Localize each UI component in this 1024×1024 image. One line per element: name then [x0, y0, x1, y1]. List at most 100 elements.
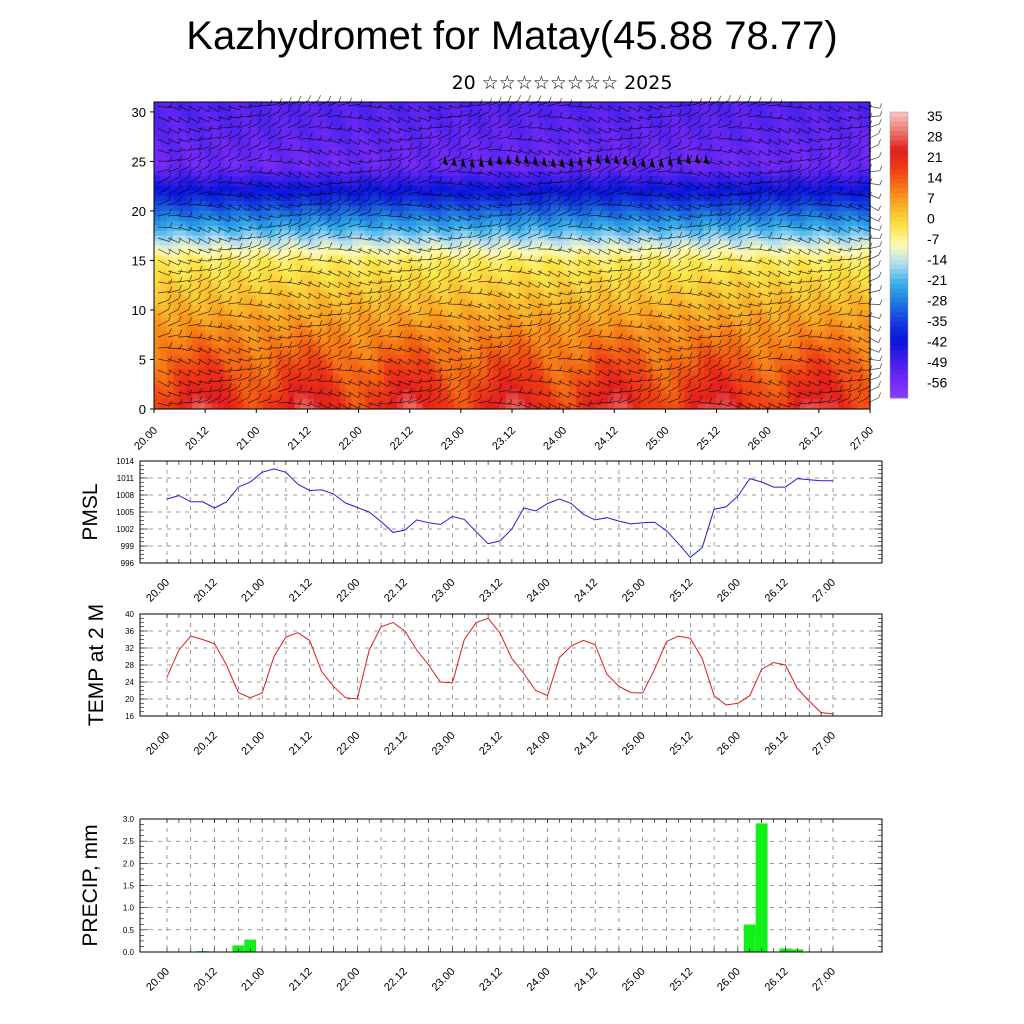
- heatmap-cell: [371, 196, 379, 202]
- heatmap-cell: [230, 319, 238, 326]
- heatmap-cell: [569, 235, 577, 242]
- heatmap-cell: [217, 314, 225, 321]
- heatmap-cell: [524, 111, 532, 118]
- heatmap-cell: [448, 220, 456, 227]
- heatmap-cell: [211, 176, 219, 182]
- heatmap-cell: [333, 255, 340, 262]
- heatmap-cell: [556, 295, 564, 301]
- heatmap-cell: [269, 191, 277, 197]
- heatmap-cell: [333, 225, 340, 232]
- heatmap-cell: [831, 141, 839, 148]
- heatmap-cell: [160, 166, 168, 172]
- heatmap-cell: [722, 161, 730, 167]
- heatmap-cell: [767, 220, 775, 227]
- heatmap-cell: [754, 265, 762, 271]
- heatmap-cell: [678, 131, 686, 138]
- heatmap-cell: [403, 126, 411, 133]
- heatmap-cell: [326, 314, 334, 321]
- heatmap-cell: [467, 106, 475, 113]
- heatmap-cell: [237, 240, 245, 247]
- heatmap-cell: [563, 255, 571, 262]
- heatmap-cell: [620, 191, 628, 197]
- heatmap-cell: [563, 280, 571, 286]
- heatmap-cell: [224, 146, 232, 153]
- heatmap-cell: [595, 102, 603, 108]
- heatmap-cell: [850, 181, 858, 187]
- heatmap-cell: [237, 205, 245, 212]
- heatmap-cell: [844, 166, 852, 172]
- heatmap-cell: [198, 141, 206, 148]
- heatmap-cell: [333, 240, 340, 247]
- heatmap-cell: [671, 280, 679, 286]
- heatmap-cell: [646, 141, 654, 148]
- heatmap-cell: [480, 319, 488, 326]
- heatmap-cell: [281, 126, 289, 133]
- heatmap-cell: [205, 196, 213, 202]
- heatmap-cell: [160, 309, 168, 316]
- heatmap-cell: [607, 121, 615, 128]
- heatmap-cell: [556, 196, 564, 202]
- heatmap-cell: [582, 314, 590, 321]
- heatmap-cell: [595, 285, 603, 291]
- heatmap-cell: [678, 220, 686, 227]
- heatmap-cell: [825, 131, 833, 138]
- heatmap-cell: [320, 314, 328, 321]
- heatmap-cell: [460, 111, 468, 118]
- heatmap-cell: [793, 295, 801, 301]
- heatmap-cell: [627, 161, 635, 167]
- heatmap-cell: [793, 300, 801, 306]
- heatmap-cell: [531, 210, 539, 217]
- heatmap-cell: [652, 151, 660, 158]
- heatmap-cell: [422, 166, 430, 172]
- heatmap-cell: [550, 156, 558, 163]
- heatmap-cell: [371, 260, 379, 266]
- heatmap-cell: [671, 131, 679, 138]
- heatmap-cell: [275, 161, 283, 167]
- heatmap-cell: [224, 186, 232, 192]
- heatmap-cell: [691, 201, 698, 207]
- heatmap-cell: [531, 106, 539, 113]
- heatmap-cell: [281, 186, 289, 192]
- heatmap-cell: [173, 181, 181, 187]
- heatmap-cell: [550, 225, 558, 232]
- heatmap-cell: [313, 210, 321, 217]
- heatmap-cell: [735, 260, 743, 266]
- heatmap-cell: [313, 309, 321, 316]
- heatmap-cell: [281, 131, 289, 138]
- heatmap-cell: [205, 111, 213, 118]
- heatmap-cell: [384, 201, 392, 207]
- heatmap-cell: [524, 275, 532, 281]
- heatmap-cell: [396, 201, 404, 207]
- heatmap-cell: [352, 265, 360, 271]
- heatmap-cell: [831, 295, 839, 301]
- heatmap-cell: [825, 141, 833, 148]
- heatmap-cell: [806, 215, 814, 222]
- heatmap-cell: [543, 240, 551, 247]
- heatmap-cell: [422, 220, 430, 227]
- heatmap-cell: [390, 191, 398, 197]
- heatmap-cell: [403, 141, 411, 148]
- heatmap-cell: [364, 210, 372, 217]
- heatmap-cell: [288, 186, 296, 192]
- heatmap-cell: [799, 309, 807, 316]
- heatmap-cell: [831, 210, 839, 217]
- heatmap-cell: [460, 290, 468, 296]
- heatmap-cell: [806, 121, 814, 128]
- heatmap-cell: [281, 171, 289, 177]
- heatmap-cell: [192, 309, 200, 316]
- heatmap-cell: [646, 230, 654, 237]
- heatmap-cell: [582, 235, 590, 242]
- heatmap-cell: [722, 309, 730, 316]
- heatmap-cell: [243, 270, 251, 276]
- heatmap-cell: [185, 309, 193, 316]
- heatmap-cell: [729, 255, 737, 262]
- heatmap-cell: [742, 265, 750, 271]
- heatmap-cell: [569, 146, 577, 153]
- heatmap-cell: [665, 300, 673, 306]
- heatmap-cell: [160, 314, 168, 321]
- heatmap-cell: [192, 300, 200, 306]
- heatmap-cell: [799, 111, 807, 118]
- heatmap-cell: [416, 186, 424, 192]
- heatmap-cell: [441, 255, 449, 262]
- heatmap-cell: [301, 250, 309, 257]
